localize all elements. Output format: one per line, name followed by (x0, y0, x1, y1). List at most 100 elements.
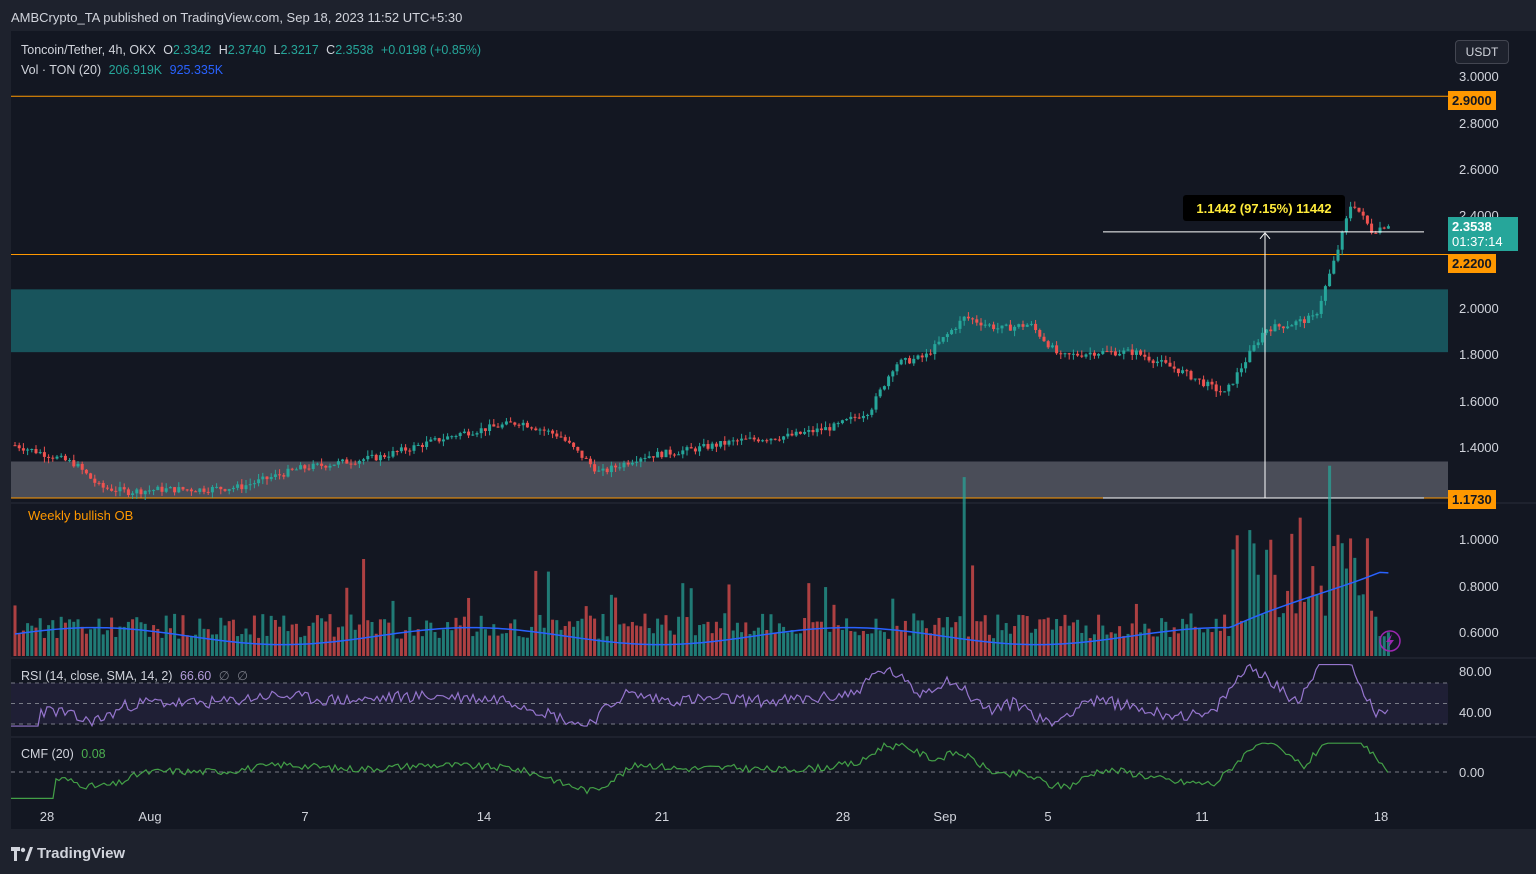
candle-body (370, 454, 374, 456)
volume-bar (189, 636, 193, 656)
candle-body (790, 433, 794, 436)
volume-bar (105, 630, 109, 656)
volume-bar (1059, 626, 1063, 656)
volume-legend-label[interactable]: Vol · TON (20) (21, 63, 102, 77)
candle-body (1265, 329, 1269, 333)
volume-bar (412, 635, 416, 656)
candle-body (51, 457, 55, 459)
candle-body (290, 468, 294, 470)
candle-body (870, 409, 874, 415)
volume-bar (1042, 619, 1046, 656)
candle-body (698, 446, 702, 452)
volume-bar (471, 636, 475, 656)
candle-body (1025, 324, 1029, 327)
volume-bar (1147, 628, 1151, 656)
volume-bar (635, 625, 639, 656)
candle-body (17, 445, 21, 449)
candle-body (467, 431, 471, 436)
price-tick: 2.0000 (1459, 301, 1499, 316)
volume-bar (710, 633, 714, 656)
volume-bar (131, 619, 135, 656)
volume-bar (920, 620, 924, 656)
candle-body (55, 456, 59, 459)
volume-bar (521, 637, 525, 656)
legend-symbol[interactable]: Toncoin/Tether, 4h, OKX (21, 43, 156, 57)
candle-body (845, 419, 849, 421)
candle-body (1130, 349, 1134, 355)
candle-body (101, 482, 105, 488)
volume-bar (1134, 603, 1138, 656)
volume-bar (441, 629, 445, 656)
x-tick: 28 (835, 809, 851, 824)
volume-bar (307, 626, 311, 656)
cmf-legend-label[interactable]: CMF (20) (21, 747, 74, 761)
candle-body (21, 448, 25, 451)
lightning-icon (1379, 630, 1401, 652)
volume-bar (349, 614, 353, 656)
candle-body (618, 467, 622, 469)
candle-body (345, 459, 349, 464)
volume-bar (114, 636, 118, 656)
volume-bar (1353, 557, 1357, 656)
x-tick: 18 (1373, 809, 1389, 824)
volume-bar (59, 616, 63, 656)
volume-bar (206, 629, 210, 656)
candle-body (399, 447, 403, 452)
candle-body (719, 441, 723, 447)
rsi-line (11, 663, 1389, 728)
rsi-legend-label[interactable]: RSI (14, close, SMA, 14, 2) (21, 669, 173, 683)
volume-bar (492, 624, 496, 656)
volume-bar (601, 613, 605, 656)
volume-bar (437, 637, 441, 656)
volume-bar (685, 617, 689, 656)
candle-body (630, 462, 634, 465)
volume-bar (244, 628, 248, 656)
candle-body (1269, 329, 1273, 332)
volume-bar (227, 621, 231, 656)
price-axis[interactable] (1448, 31, 1536, 829)
candle-body (895, 364, 899, 372)
volume-bar (773, 632, 777, 656)
candle-body (887, 376, 891, 387)
volume-bar (273, 619, 277, 656)
volume-bar (1344, 568, 1348, 656)
candle-body (945, 334, 949, 338)
volume-bar (374, 633, 378, 656)
candle-body (1034, 323, 1038, 331)
candle-body (530, 427, 534, 429)
volume-bar (588, 615, 592, 656)
candle-body (13, 445, 17, 447)
volume-bar (975, 621, 979, 656)
volume-bar (954, 622, 958, 656)
candle-body (1336, 249, 1340, 261)
candle-body (702, 444, 706, 447)
volume-bar (798, 633, 802, 656)
tradingview-brand-text: TradingView (37, 845, 126, 862)
candle-body (164, 488, 168, 492)
volume-bar (870, 633, 874, 656)
candle-body (488, 424, 492, 431)
volume-bar (1382, 636, 1386, 656)
volume-bar (559, 629, 563, 656)
candle-body (1197, 378, 1201, 380)
candle-body (336, 461, 340, 465)
volume-bar (580, 618, 584, 656)
candle-body (1244, 362, 1248, 369)
candle-body (30, 448, 34, 450)
candle-body (357, 460, 361, 464)
tradingview-brand[interactable]: TradingView (11, 845, 125, 862)
volume-bar (38, 618, 42, 656)
volume-bar (534, 570, 538, 656)
volume-bar (496, 635, 500, 656)
volume-bar (756, 627, 760, 656)
volume-bar (1122, 635, 1126, 656)
volume-bar (202, 628, 206, 656)
candle-body (1386, 226, 1390, 229)
volume-bar (286, 631, 290, 656)
candle-body (1286, 326, 1290, 329)
currency-button[interactable]: USDT (1455, 40, 1509, 64)
chart-area[interactable] (11, 31, 1448, 829)
candle-body (332, 464, 336, 466)
volume-bar (1038, 619, 1042, 656)
volume-bar (983, 615, 987, 656)
